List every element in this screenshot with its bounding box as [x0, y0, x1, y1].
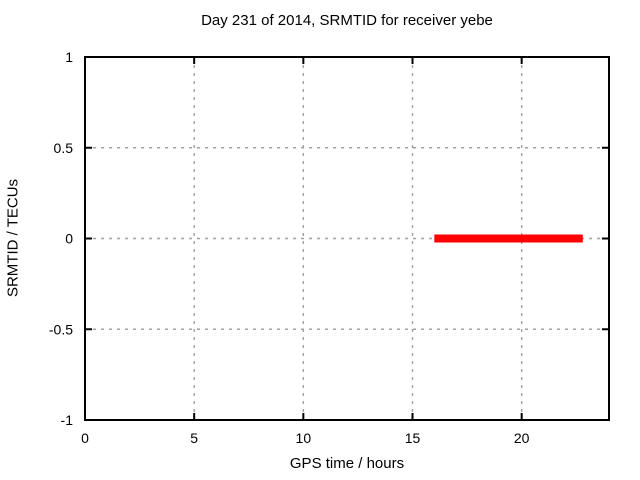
x-tick-label: 15	[405, 430, 421, 446]
y-tick-label: -1	[61, 412, 74, 428]
x-tick-label: 0	[81, 430, 89, 446]
y-tick-label: 0.5	[54, 140, 74, 156]
plot-border	[84, 56, 610, 421]
x-tick-label: 20	[514, 430, 530, 446]
x-tick-label: 10	[296, 430, 312, 446]
x-tick-label: 5	[190, 430, 198, 446]
x-axis-label: GPS time / hours	[289, 455, 405, 472]
y-tick-label: 0	[65, 231, 73, 247]
y-tick-label: -0.5	[49, 321, 73, 337]
y-tick-label: 1	[65, 49, 73, 65]
chart-title: Day 231 of 2014, SRMTID for receiver yeb…	[201, 12, 493, 29]
